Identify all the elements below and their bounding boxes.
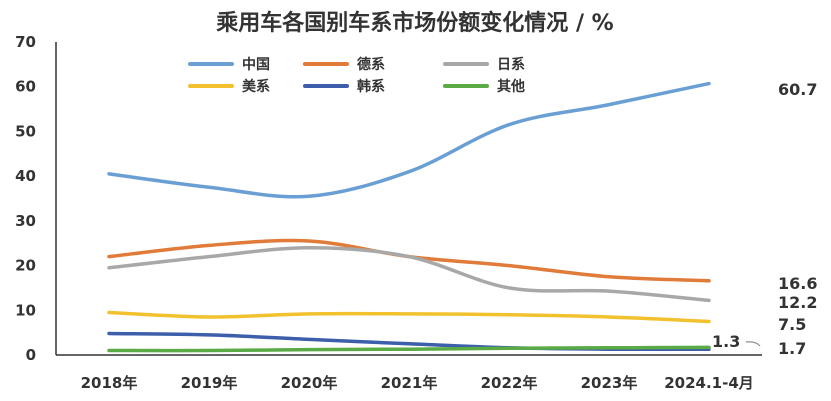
y-tick-label: 10: [15, 301, 36, 319]
y-tick-label: 0: [26, 346, 36, 364]
legend-label: 美系: [242, 78, 270, 95]
x-tick-label: 2024.1-4月: [664, 374, 754, 392]
end-value-label: 1.3: [712, 332, 740, 351]
y-tick-label: 20: [15, 257, 36, 275]
legend-label: 中国: [242, 56, 270, 73]
x-tick-label: 2018年: [81, 374, 138, 392]
end-value-label: 16.6: [778, 274, 817, 293]
series-line: [107, 245, 711, 303]
legend-item: 其他: [443, 78, 525, 95]
legend-item: 日系: [443, 56, 525, 73]
y-tick-label: 30: [15, 212, 36, 230]
series-line: [107, 345, 711, 353]
legend-label: 其他: [497, 78, 525, 95]
legend-item: 德系: [303, 56, 385, 73]
label-leader: [745, 341, 761, 347]
end-value-label: 1.7: [778, 339, 806, 358]
x-tick-label: 2023年: [581, 374, 638, 392]
series-line: [107, 238, 711, 283]
series-lines: [107, 81, 711, 353]
x-tick-label: 2019年: [181, 374, 238, 392]
legend-item: 中国: [188, 56, 270, 73]
legend-label: 韩系: [357, 78, 385, 95]
x-tick-label: 2021年: [381, 374, 438, 392]
series-line: [107, 310, 711, 324]
x-tick-label: 2020年: [281, 374, 338, 392]
series-line: [107, 81, 711, 199]
y-tick-label: 60: [15, 78, 36, 96]
axes: 0 10 20 30 40 50 60 70 2018年 2019年 2020年 2021年 2022年…: [15, 33, 762, 392]
legend-label: 日系: [497, 56, 525, 73]
y-tick-label: 50: [15, 122, 36, 140]
legend-label: 德系: [357, 56, 385, 73]
x-tick-label: 2022年: [481, 374, 538, 392]
chart-title: 乘用车各国别车系市场份额变化情况 / %: [215, 10, 613, 36]
end-value-label: 60.7: [778, 80, 817, 99]
y-tick-label: 40: [15, 167, 36, 185]
y-tick-label: 70: [15, 33, 36, 51]
end-value-label: 12.2: [778, 293, 817, 312]
legend-item: 韩系: [303, 78, 385, 95]
legend-item: 美系: [188, 78, 270, 95]
end-value-label: 7.5: [778, 315, 806, 334]
end-labels: 60.7 16.612.2 7.5 1.3 1.7: [712, 80, 817, 358]
